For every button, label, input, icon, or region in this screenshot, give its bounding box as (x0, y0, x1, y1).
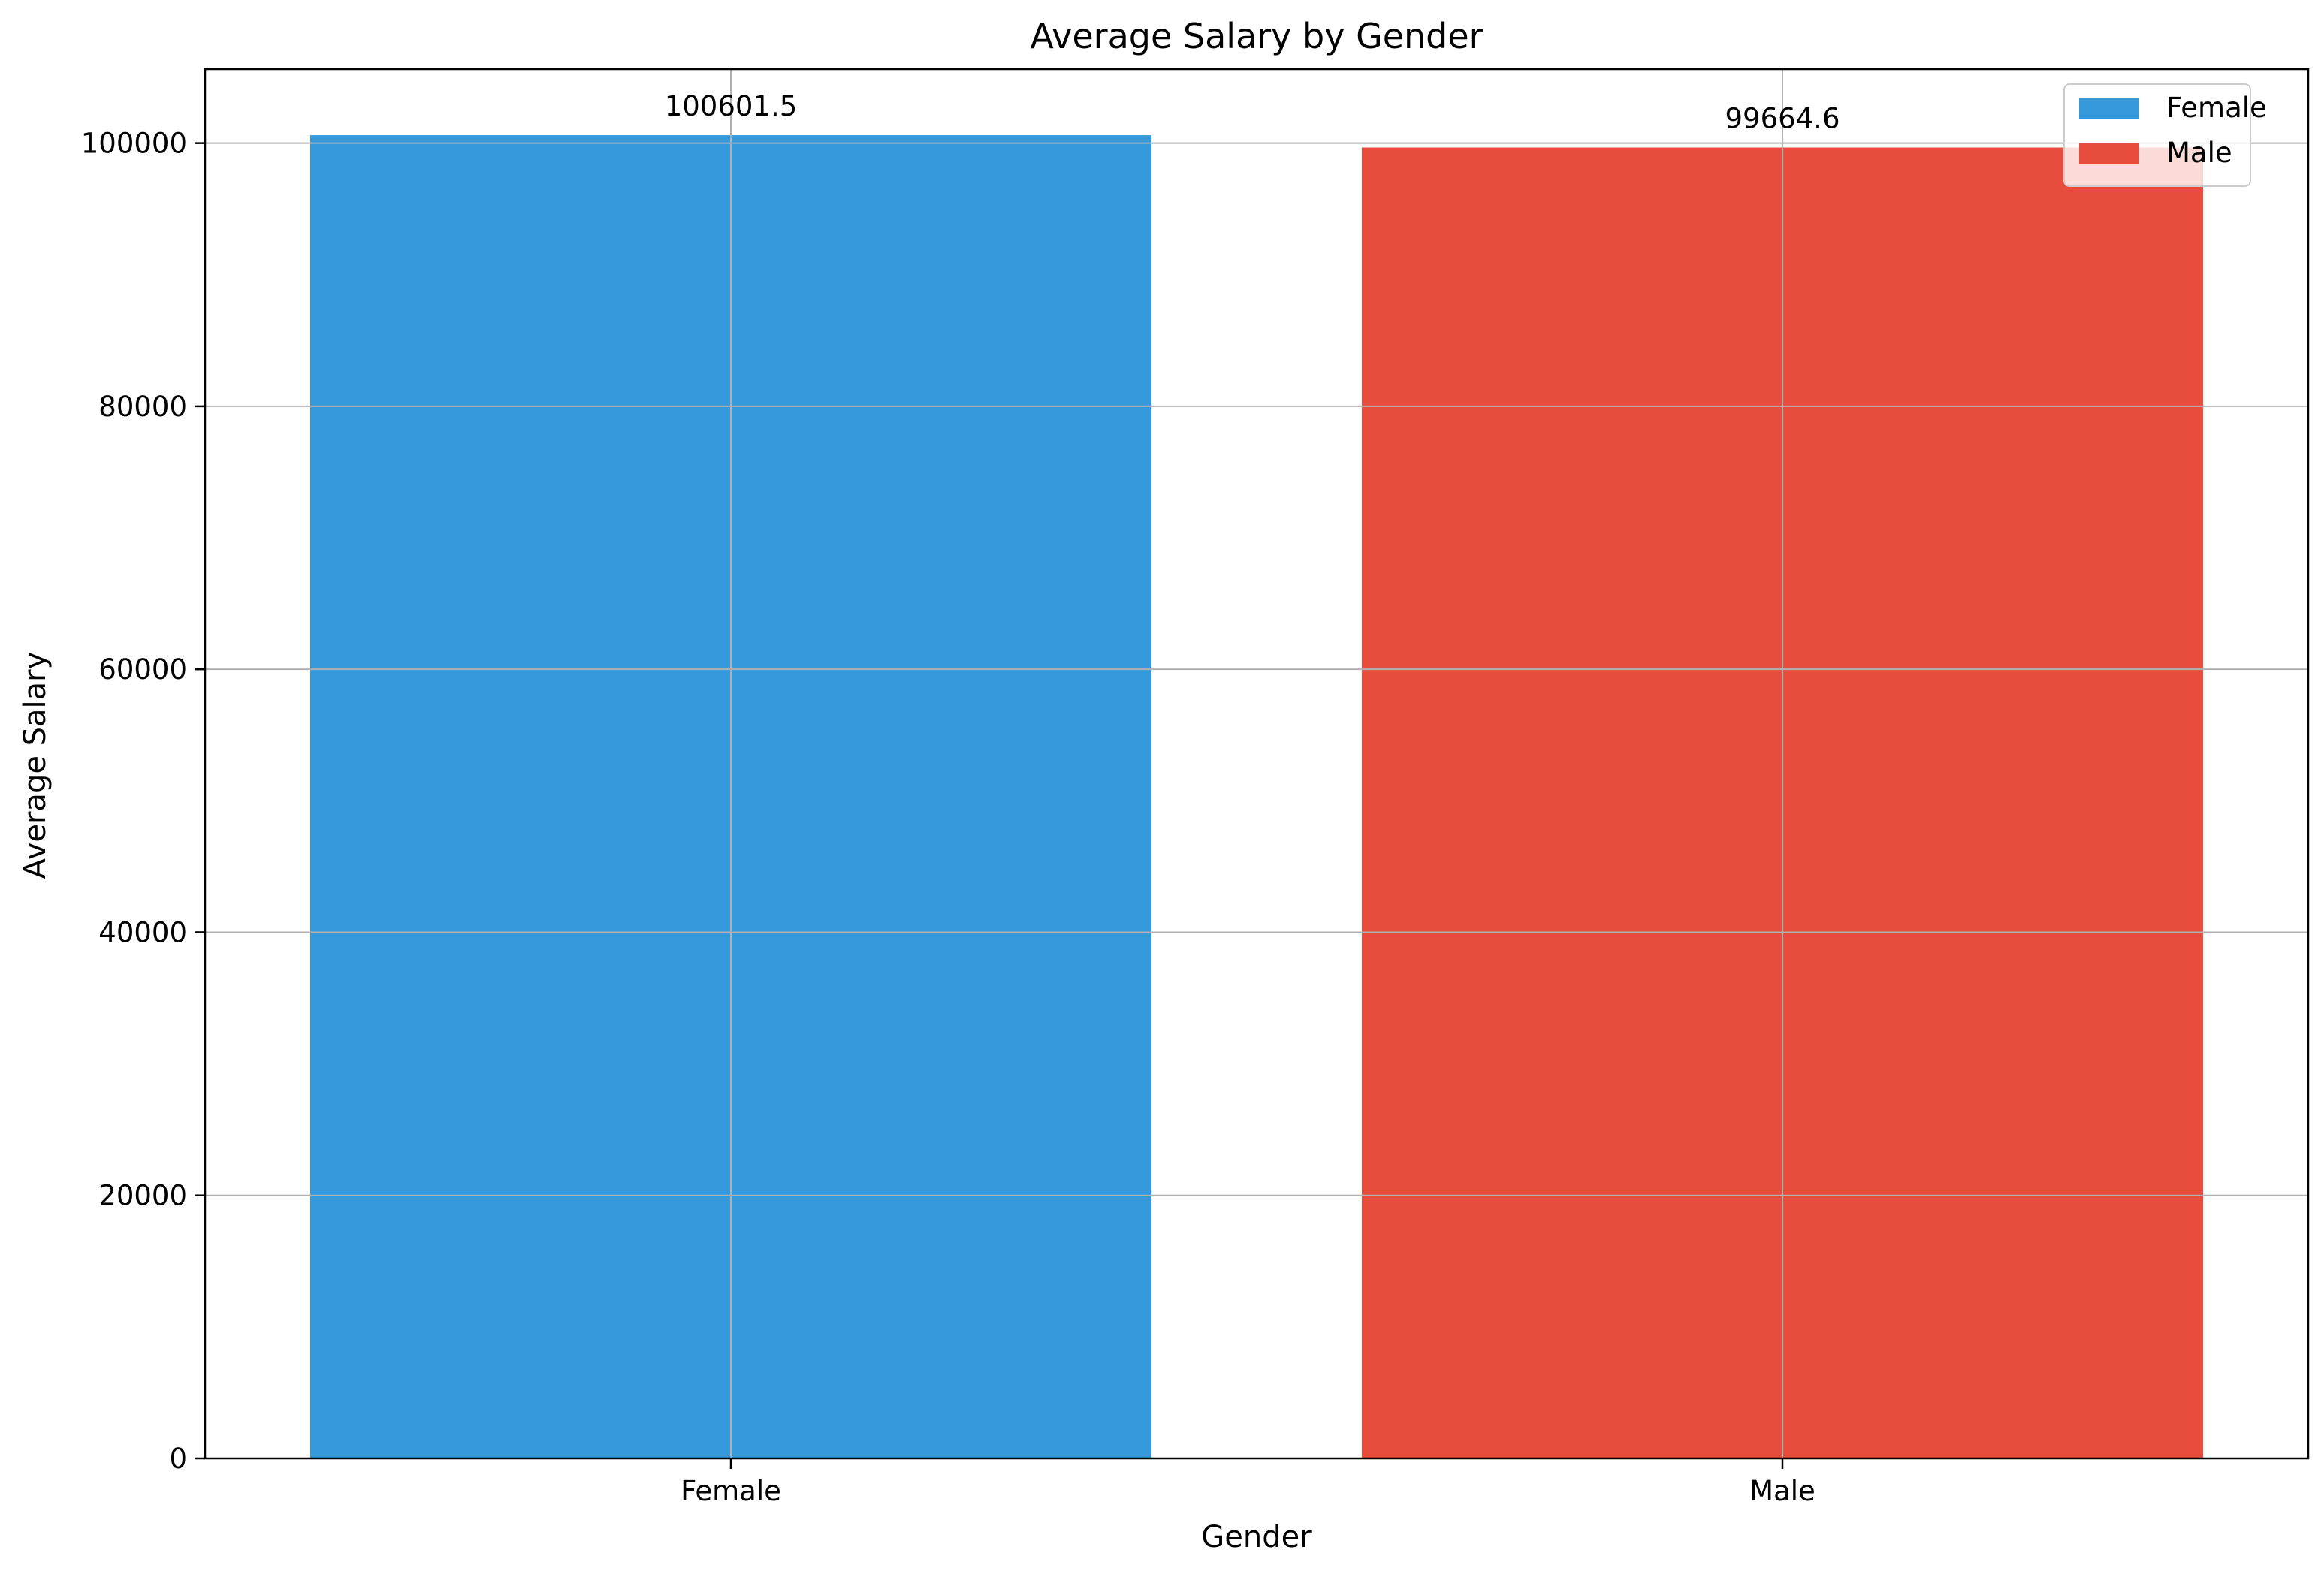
data-label: 99664.6 (1725, 103, 1840, 135)
legend-swatch (2079, 143, 2139, 164)
y-tick-label: 20000 (98, 1180, 187, 1212)
x-tick-label: Female (681, 1475, 781, 1507)
legend-label: Female (2166, 92, 2267, 124)
legend-swatch (2079, 98, 2139, 119)
x-tick-label: Male (1749, 1475, 1815, 1507)
plot-area: 100601.5 99664.6 (204, 68, 2310, 1460)
legend-label: Male (2166, 137, 2232, 169)
y-tick-label: 0 (169, 1443, 187, 1475)
x-axis-label: Gender (1201, 1520, 1312, 1554)
data-label: 100601.5 (665, 90, 798, 122)
y-tick-label: 40000 (98, 916, 187, 948)
data-labels: 100601.5 99664.6 (665, 90, 1840, 134)
y-axis-ticks: 0 20000 40000 60000 80000 100000 (81, 128, 205, 1475)
plot-frame (204, 68, 2310, 1460)
y-axis-label: Average Salary (18, 652, 53, 879)
x-axis-ticks: Female Male (681, 1458, 1815, 1507)
chart-title: Average Salary by Gender (1030, 16, 1483, 56)
y-tick-label: 80000 (98, 390, 187, 423)
y-tick-label: 60000 (98, 653, 187, 686)
legend: Female Male (2063, 83, 2267, 187)
y-tick-label: 100000 (81, 128, 187, 160)
